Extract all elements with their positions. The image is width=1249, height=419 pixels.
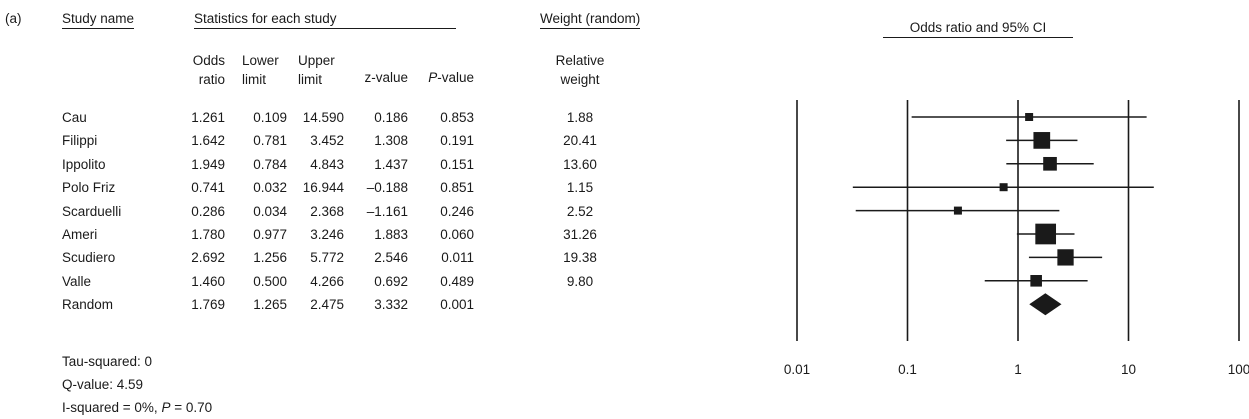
- z-value-cell: 3.332: [374, 297, 408, 313]
- study-name-cell: Ippolito: [62, 156, 106, 172]
- study-marker: [1035, 223, 1057, 245]
- z-value-cell: –1.161: [366, 203, 408, 219]
- upper-limit-cell: 2.368: [310, 203, 344, 219]
- p-value-cell: 0.011: [441, 250, 474, 266]
- odds-ratio-subheader: Odds ratio: [170, 51, 225, 89]
- relative-weight-cell: 2.52: [566, 203, 594, 219]
- p-italic: P: [428, 70, 438, 85]
- study-name-cell: Valle: [62, 273, 92, 289]
- z-value-cell: 2.546: [374, 250, 408, 266]
- summary-diamond: [1029, 293, 1062, 316]
- z-value-cell: 0.186: [374, 110, 408, 125]
- upper-limit-cell: 3.452: [310, 133, 344, 149]
- p-rest: -value: [437, 70, 474, 85]
- upper-limit-cell: 16.944: [302, 180, 344, 196]
- z-value-cell: 1.883: [374, 227, 408, 242]
- study-name-cell: Ameri: [62, 227, 98, 242]
- p-value-cell: 0.001: [440, 297, 474, 313]
- study-marker: [953, 206, 962, 215]
- z-value-cell: –0.188: [366, 180, 408, 196]
- relative-weight-cell: 13.60: [563, 156, 597, 172]
- relative-weight-cell: 1.15: [566, 180, 594, 196]
- study-name-cell: Polo Friz: [62, 180, 116, 196]
- odds-ratio-cell: 0.741: [191, 180, 225, 196]
- odds-ratio-cell: 1.769: [191, 297, 225, 313]
- study-name-cell: Random: [62, 297, 114, 313]
- p-value-cell: 0.246: [440, 203, 474, 219]
- upper-limit-cell: 2.475: [310, 297, 344, 313]
- study-name-header: Study name: [62, 11, 135, 29]
- p-value-cell: 0.489: [440, 273, 474, 289]
- x-tick-label: 10: [1121, 362, 1136, 377]
- lower-limit-cell: 1.265: [253, 297, 287, 313]
- x-tick-label: 0.1: [898, 362, 917, 377]
- relative-weight-subheader: Relative weight: [555, 53, 605, 87]
- odds-ratio-subheader-text: Odds ratio: [192, 53, 225, 87]
- lower-limit-cell: 0.032: [253, 180, 287, 196]
- upper-limit-cell: 3.246: [310, 227, 344, 242]
- lower-limit-cell: 0.109: [253, 110, 287, 125]
- panel-label: (a): [5, 11, 22, 26]
- relative-weight-cell: 19.38: [563, 250, 597, 266]
- study-marker: [1057, 249, 1074, 266]
- relative-weight-cell: 20.41: [563, 133, 597, 149]
- upper-limit-cell: 4.266: [310, 273, 344, 289]
- x-tick-label: 1: [1014, 362, 1022, 377]
- odds-ratio-cell: 1.949: [191, 156, 225, 172]
- p-value-cell: 0.060: [440, 227, 474, 242]
- odds-ratio-cell: 1.642: [191, 133, 225, 149]
- i-squared-post: = 0.70: [170, 400, 213, 415]
- study-marker: [1043, 156, 1057, 171]
- relative-weight-cell: 1.88: [566, 110, 594, 125]
- study-name-cell: Filippi: [62, 133, 98, 149]
- study-marker: [1033, 132, 1051, 149]
- z-value-subheader: z-value: [364, 70, 408, 85]
- x-tick-label: 100: [1228, 362, 1249, 377]
- tau-squared: Tau-squared: 0: [62, 354, 153, 369]
- upper-limit-subheader: Upper limit: [298, 53, 335, 87]
- i-squared-p: P: [161, 400, 171, 415]
- weight-header: Weight (random): [540, 11, 641, 29]
- odds-ratio-cell: 1.780: [191, 227, 225, 242]
- upper-limit-cell: 5.772: [310, 250, 344, 266]
- upper-limit-cell: 4.843: [310, 156, 344, 172]
- odds-ratio-cell: 1.460: [191, 273, 225, 289]
- x-tick-label: 0.01: [784, 362, 810, 377]
- i-squared: I-squared = 0%, P = 0.70: [62, 400, 212, 415]
- study-name-cell: Scarduelli: [62, 203, 122, 219]
- lower-limit-cell: 0.500: [253, 273, 287, 289]
- z-value-cell: 0.692: [374, 273, 408, 289]
- p-value-cell: 0.851: [440, 180, 474, 196]
- odds-ratio-cell: 0.286: [191, 203, 225, 219]
- study-name-cell: Scudiero: [62, 250, 116, 266]
- study-marker: [999, 183, 1008, 192]
- z-value-cell: 1.437: [374, 156, 408, 172]
- plot-title: Odds ratio and 95% CI: [883, 20, 1073, 38]
- study-marker: [1025, 113, 1034, 121]
- odds-ratio-cell: 1.261: [191, 110, 225, 125]
- statistics-header: Statistics for each study: [194, 11, 456, 29]
- lower-limit-cell: 0.977: [253, 227, 287, 242]
- study-name-cell: Cau: [62, 110, 87, 125]
- z-value-cell: 1.308: [374, 133, 408, 149]
- relative-weight-cell: 9.80: [566, 273, 594, 289]
- lower-limit-cell: 0.781: [253, 133, 287, 149]
- odds-ratio-cell: 2.692: [191, 250, 225, 266]
- study-marker: [1030, 275, 1042, 287]
- p-value-subheader: P-value: [411, 70, 474, 85]
- lower-limit-cell: 1.256: [253, 250, 287, 266]
- lower-limit-cell: 0.784: [253, 156, 287, 172]
- lower-limit-cell: 0.034: [253, 203, 287, 219]
- relative-weight-cell: 31.26: [563, 227, 597, 242]
- p-value-cell: 0.191: [440, 133, 474, 149]
- q-value: Q-value: 4.59: [62, 377, 144, 392]
- upper-limit-cell: 14.590: [302, 110, 344, 125]
- p-value-cell: 0.151: [440, 156, 474, 172]
- p-value-cell: 0.853: [440, 110, 474, 125]
- lower-limit-subheader: Lower limit: [242, 53, 279, 87]
- i-squared-pre: I-squared = 0%,: [62, 400, 162, 415]
